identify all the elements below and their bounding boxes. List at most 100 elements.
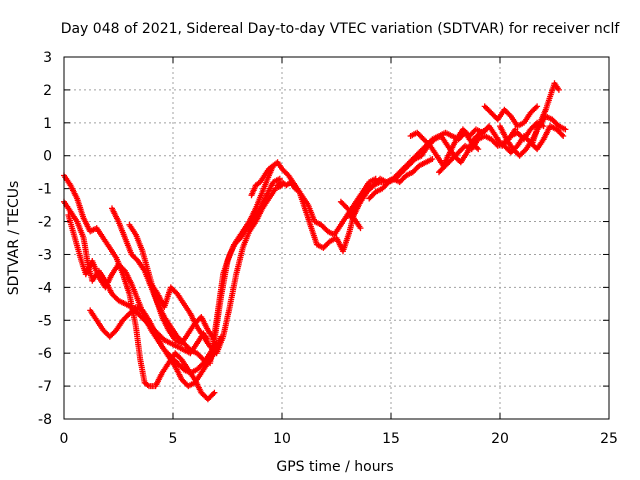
data-point [316, 243, 318, 246]
data-point [549, 95, 551, 98]
data-point [163, 339, 166, 341]
data-point [124, 303, 126, 305]
data-point [268, 197, 270, 200]
data-point [255, 207, 257, 210]
y-tick-label: -2 [38, 215, 52, 231]
axis-ticks: 0 5 10 15 20 25 -8 -7 -6 -5 -4 -3 -2 -1 0 1 2 3 [38, 50, 618, 447]
data-point [89, 309, 91, 312]
data-point [148, 273, 150, 276]
data-point [340, 224, 342, 226]
data-point [167, 355, 170, 358]
x-tick-label: 5 [169, 431, 178, 447]
data-point [226, 260, 229, 262]
data-point [409, 135, 412, 137]
data-point [281, 181, 283, 183]
series-14 [481, 103, 541, 130]
data-point [128, 224, 131, 226]
x-tick-label: 10 [273, 431, 291, 447]
data-point [436, 154, 438, 157]
data-point [425, 161, 427, 164]
data-point [422, 138, 425, 141]
data-point [470, 148, 473, 150]
data-point [128, 293, 131, 295]
data-point [503, 145, 506, 147]
data-point [488, 125, 490, 127]
data-point [109, 247, 111, 249]
data-point [462, 128, 464, 131]
data-point [102, 329, 104, 331]
data-point [215, 352, 218, 355]
data-point [246, 227, 248, 229]
data-point [82, 237, 85, 239]
data-point [359, 227, 362, 229]
data-point [228, 306, 231, 308]
data-point [307, 204, 310, 206]
data-point [558, 89, 560, 91]
data-point [242, 247, 244, 249]
data-point [207, 329, 209, 331]
data-point [481, 131, 484, 134]
data-point [135, 306, 137, 308]
data-point [104, 286, 107, 289]
data-point [85, 273, 87, 276]
data-point [213, 339, 216, 341]
data-point [505, 138, 508, 141]
data-point [483, 105, 486, 108]
series-8 [274, 175, 379, 255]
data-point [259, 181, 262, 183]
data-point [69, 210, 72, 213]
data-point [542, 125, 545, 127]
x-tick-label: 25 [600, 431, 618, 447]
series-3 [87, 304, 224, 390]
data-point [523, 122, 525, 124]
data-point [346, 207, 349, 210]
data-point [239, 237, 242, 239]
data-point [531, 141, 534, 144]
data-point [514, 128, 517, 131]
data-point [200, 372, 203, 374]
data-point [141, 309, 144, 312]
data-point [401, 171, 403, 173]
data-point [499, 125, 501, 127]
data-point [510, 115, 512, 117]
data-point [161, 372, 163, 374]
data-point [353, 214, 355, 216]
data-point [167, 329, 170, 331]
data-point [289, 181, 292, 183]
data-point [202, 359, 205, 361]
data-point [477, 138, 480, 141]
data-point [440, 135, 442, 137]
data-point [170, 342, 172, 345]
data-point [272, 164, 275, 167]
data-point [446, 145, 449, 147]
data-point [255, 184, 257, 187]
data-point [117, 220, 120, 223]
data-point [222, 335, 224, 338]
data-point [261, 191, 264, 193]
data-point [294, 187, 296, 190]
data-point [540, 118, 543, 121]
data-point [490, 138, 493, 141]
data-point [148, 319, 150, 322]
data-point [510, 151, 512, 154]
series-trace [274, 175, 379, 255]
x-tick-label: 20 [491, 431, 509, 447]
data-point [176, 362, 179, 364]
data-point [366, 187, 368, 190]
x-tick-label: 15 [382, 431, 400, 447]
data-point [287, 174, 290, 177]
data-point [444, 131, 447, 134]
data-point [468, 135, 471, 137]
data-point [250, 194, 253, 196]
data-point [372, 184, 375, 187]
data-point [213, 391, 216, 394]
data-point [117, 263, 120, 266]
data-point [516, 125, 519, 127]
data-point [276, 184, 279, 187]
y-tick-label: 0 [43, 149, 52, 165]
data-point [141, 250, 144, 252]
data-point [189, 312, 192, 315]
y-tick-label: -6 [38, 346, 52, 362]
data-point [148, 385, 150, 387]
data-point [298, 191, 301, 193]
